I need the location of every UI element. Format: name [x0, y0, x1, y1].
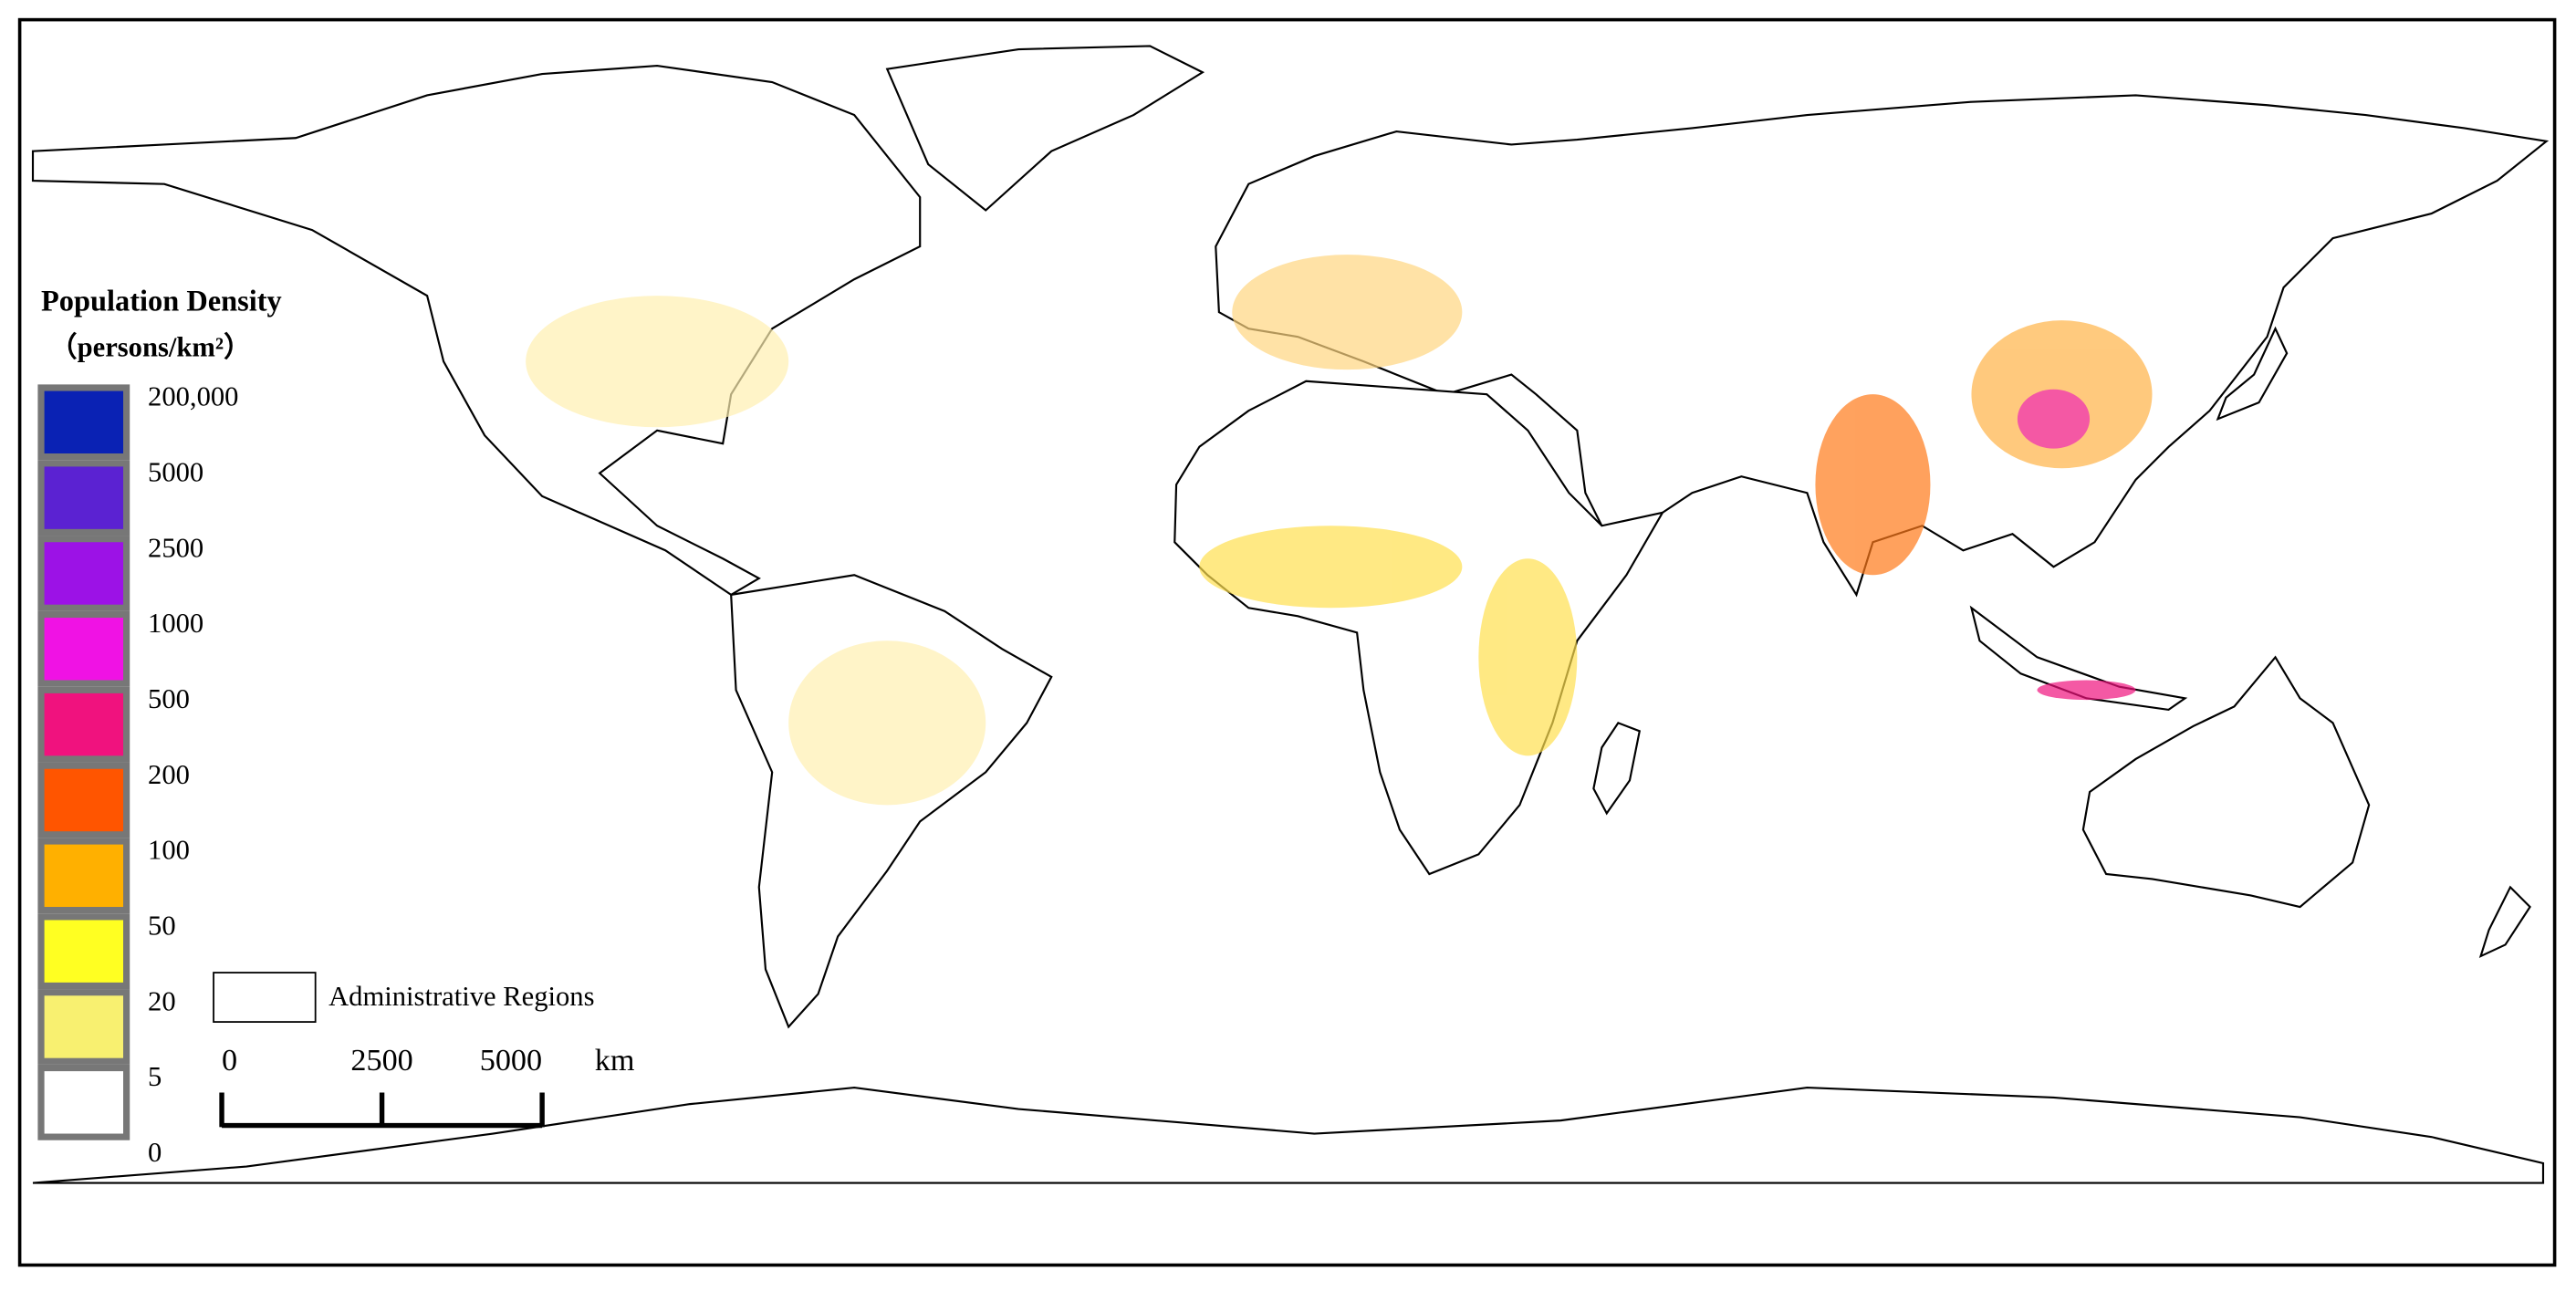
density-patch: [2017, 389, 2091, 449]
legend-swatch: [37, 460, 130, 536]
scale-tick-label: 0: [222, 1044, 237, 1078]
density-patch: [526, 296, 789, 428]
greenland: [885, 45, 1205, 212]
legend: Population Density （persons/km²） Adminis…: [41, 286, 635, 1078]
legend-label: 100: [148, 835, 190, 866]
legend-label: 0: [148, 1137, 162, 1168]
antarctica: [32, 1087, 2545, 1184]
legend-swatch: [37, 762, 130, 838]
scale-tick-label: 5000: [480, 1044, 542, 1078]
density-patch: [1199, 526, 1463, 609]
legend-label: 20: [148, 985, 176, 1016]
land-masses: [31, 45, 2550, 1184]
legend-label: 5: [148, 1061, 162, 1092]
legend-swatch: [37, 536, 130, 611]
legend-label: 200: [148, 759, 190, 790]
madagascar: [1592, 722, 1642, 816]
admin-label: Administrative Regions: [329, 981, 594, 1012]
density-patch: [788, 640, 986, 806]
legend-label: 50: [148, 910, 176, 941]
scale-unit: km: [595, 1044, 635, 1078]
legend-title: Population Density: [41, 286, 282, 318]
density-patch: [1478, 558, 1578, 756]
legend-swatch: [37, 913, 130, 990]
new-zealand: [2478, 885, 2531, 959]
legend-label: 5000: [148, 456, 203, 487]
legend-label: 2500: [148, 532, 203, 563]
density-patch: [2037, 680, 2136, 701]
legend-units: （persons/km²）: [49, 332, 252, 363]
australia: [2081, 655, 2371, 909]
eurasia: [1215, 94, 2550, 598]
legend-swatch: [37, 838, 130, 914]
legend-label: 1000: [148, 608, 203, 639]
density-patch: [1815, 394, 1931, 576]
legend-swatch: [37, 1064, 130, 1140]
legend-swatch: [37, 610, 130, 687]
density-shading: [526, 255, 2153, 806]
legend-label: 500: [148, 683, 190, 714]
legend-swatch: [37, 384, 130, 461]
admin-swatch: [213, 972, 317, 1023]
north-america: [31, 64, 922, 597]
legend-swatch: [37, 989, 130, 1065]
scale-tick-label: 2500: [350, 1044, 412, 1078]
legend-label: 200,000: [148, 381, 238, 412]
density-patch: [1232, 255, 1463, 370]
legend-swatch: [37, 686, 130, 763]
japan: [2216, 326, 2289, 422]
